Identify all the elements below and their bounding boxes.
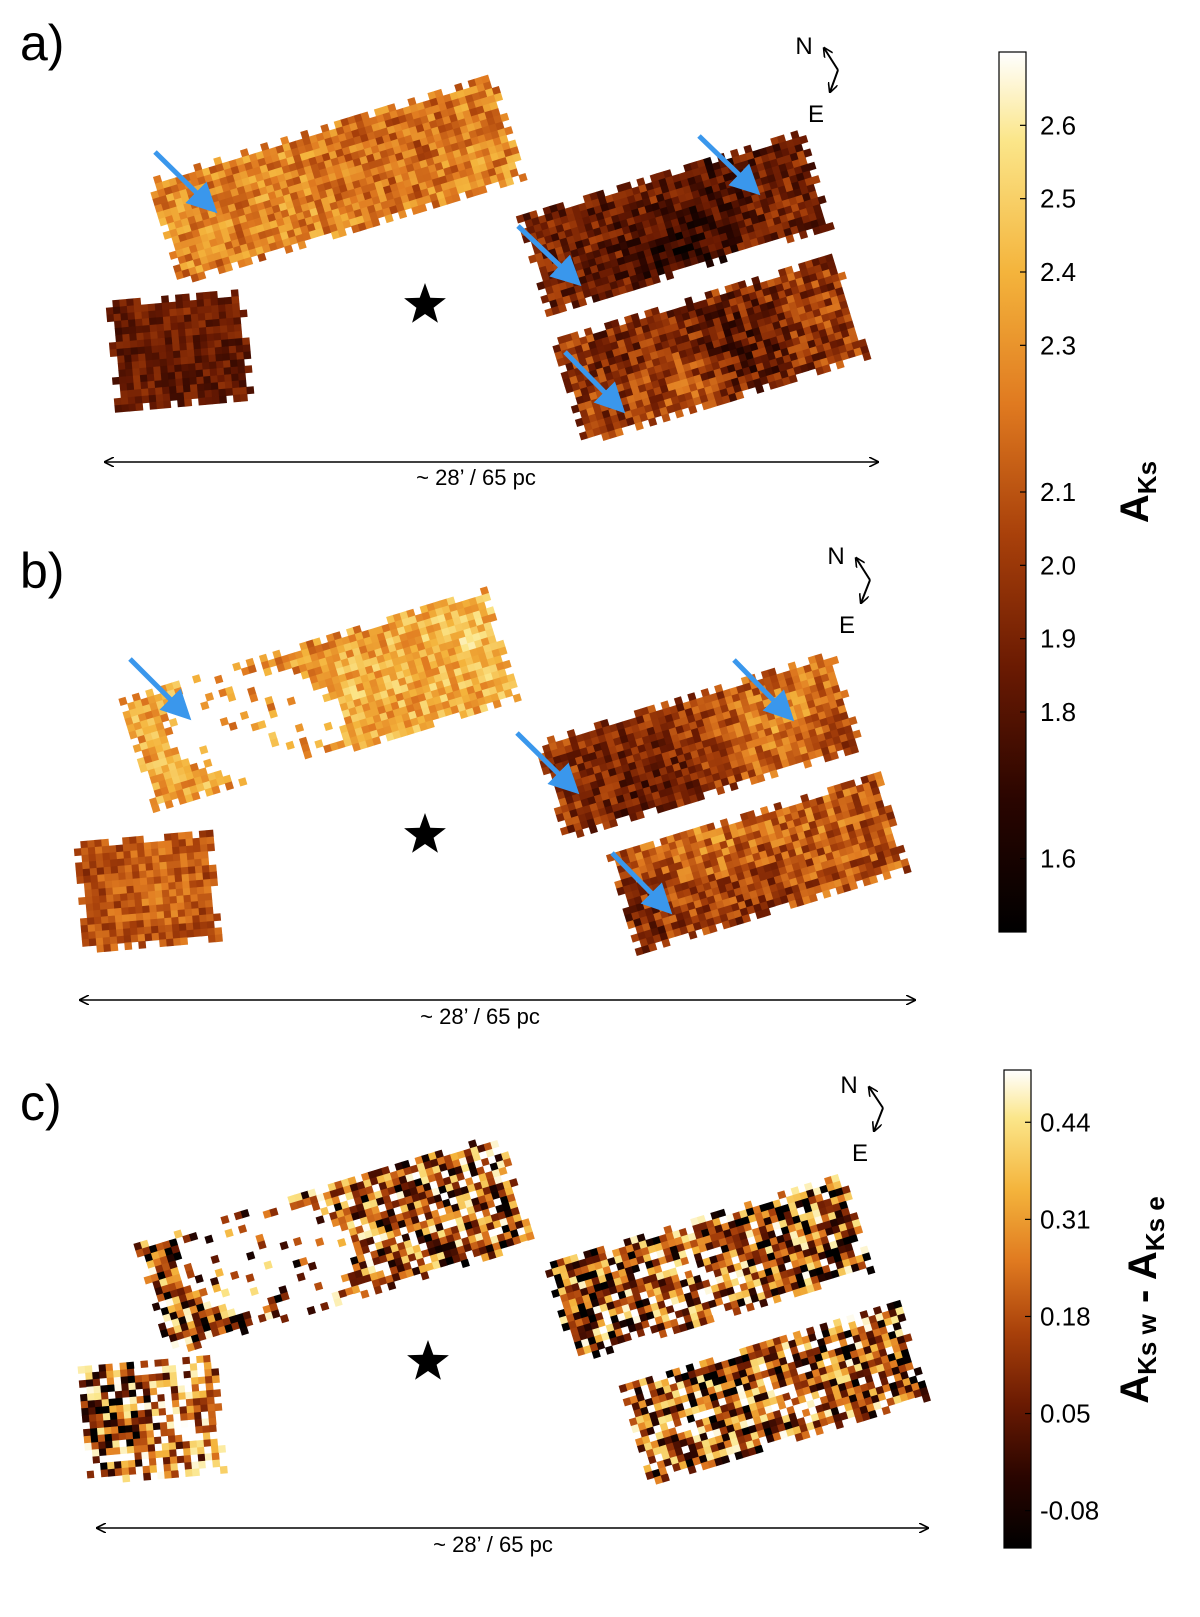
colorbar-tick-label: 0.31	[1040, 1204, 1091, 1234]
heatmap-region-south-lower-strip	[618, 1299, 931, 1485]
scale-label: ~ 28’ / 65 pc	[433, 1532, 553, 1557]
colorbar-c: 0.44 0.31 0.18 0.05 -0.08 AKs w - AKs e	[1003, 1069, 1170, 1549]
star-marker	[407, 1340, 449, 1380]
panel-label: a)	[20, 15, 64, 71]
compass-east-label: E	[852, 1140, 868, 1167]
star-marker	[404, 283, 446, 323]
colorbar-a: 2.6 2.5 2.4 2.3 2.1 2.0 1.9 1.8 1.6 AKs	[998, 51, 1162, 933]
colorbar-tick-label: 2.3	[1040, 330, 1076, 360]
highlight-arrow	[128, 657, 192, 721]
colorbar-tick-label: 0.18	[1040, 1301, 1091, 1331]
compass: NE	[795, 33, 839, 128]
compass-east-label: E	[808, 101, 824, 128]
colorbar-tick-label: 1.9	[1040, 624, 1076, 654]
colorbar-tick-label: 2.1	[1040, 477, 1076, 507]
colorbar-tick-label: 1.6	[1040, 844, 1076, 874]
heatmap-region-south-upper-strip	[515, 130, 835, 318]
heatmap-region-south-upper-strip	[544, 1174, 876, 1359]
compass: NE	[827, 543, 871, 639]
heatmap-region-north-lower-block	[105, 289, 255, 413]
panel-label: b)	[20, 543, 64, 599]
scale-label: ~ 28’ / 65 pc	[416, 465, 536, 490]
scale-label: ~ 28’ / 65 pc	[420, 1004, 540, 1029]
colorbar-tick-label: 1.8	[1040, 697, 1076, 727]
colorbar-tick-label: 2.6	[1040, 110, 1076, 140]
colorbar-tick-label: 2.0	[1040, 550, 1076, 580]
colorbar-title: AKs	[1113, 461, 1162, 523]
colorbar-tick-label: 0.44	[1040, 1107, 1091, 1137]
colorbar-tick-label: 2.5	[1040, 184, 1076, 214]
highlight-arrow	[610, 851, 673, 915]
colorbar-tick-label: -0.08	[1040, 1496, 1099, 1526]
colorbar-title: AKs w - AKs e	[1113, 1196, 1170, 1403]
heatmap-region-north-upper-strip	[118, 586, 522, 814]
compass-north-label: N	[840, 1072, 857, 1099]
colorbar-tick-label: 0.05	[1040, 1399, 1091, 1429]
heatmap-region-north-lower-block	[73, 829, 223, 953]
colorbar-tick-label: 2.4	[1040, 257, 1076, 287]
highlight-arrow	[515, 731, 580, 795]
heatmap-region-north-upper-strip	[150, 74, 528, 283]
compass: NE	[840, 1072, 884, 1167]
highlight-arrow	[563, 350, 626, 414]
heatmap-region-north-lower-block	[77, 1354, 228, 1483]
star-marker	[404, 813, 446, 853]
panel-label: c)	[20, 1075, 62, 1131]
highlight-arrow	[516, 224, 582, 287]
heatmap-region-north-upper-strip	[133, 1139, 535, 1357]
heatmap-region-south-lower-strip	[552, 253, 872, 441]
compass-north-label: N	[827, 543, 844, 570]
compass-north-label: N	[795, 33, 812, 60]
highlight-arrow	[732, 658, 795, 722]
highlight-arrow	[697, 134, 761, 196]
highlight-arrow	[153, 150, 218, 214]
compass-east-label: E	[839, 612, 855, 639]
